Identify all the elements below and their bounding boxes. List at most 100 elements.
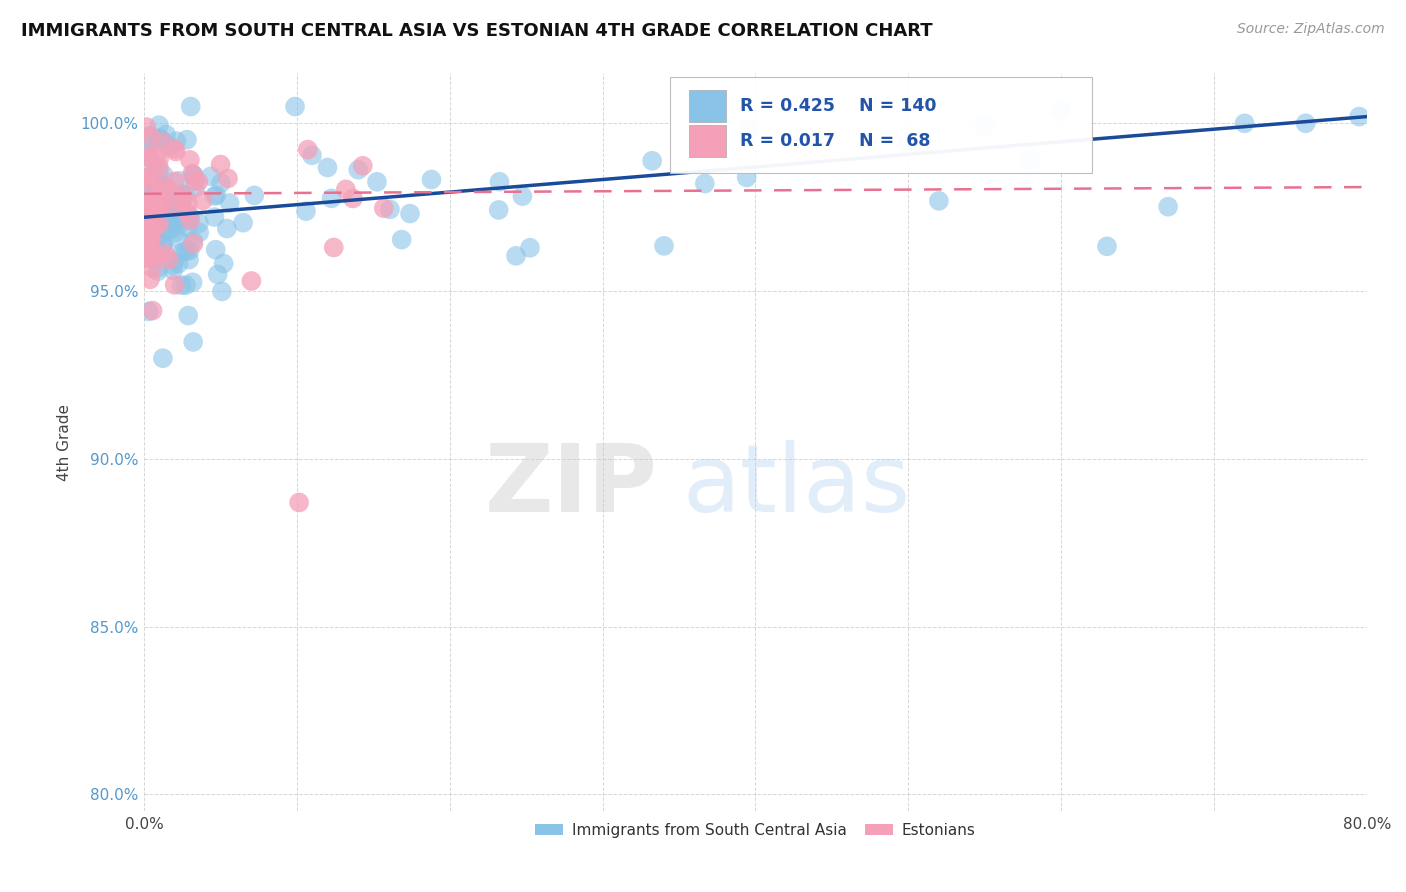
Point [157,252,180,267]
Point [141,238,163,252]
Point [217,171,239,186]
Point [148,199,170,213]
Point [152,236,174,251]
Point [141,207,163,221]
Point [159,201,181,215]
Point [420,172,443,186]
Point [1157,200,1180,214]
Point [157,139,180,153]
Point [179,153,201,167]
Point [153,204,176,219]
Point [138,150,160,164]
Point [149,209,172,223]
Point [149,226,172,240]
Point [187,175,209,189]
Point [177,196,200,211]
Point [136,241,159,255]
Point [167,257,190,271]
Point [160,207,183,221]
Text: Source: ZipAtlas.com: Source: ZipAtlas.com [1237,22,1385,37]
Point [1095,239,1118,253]
Point [153,225,176,239]
Point [163,208,186,222]
Point [135,171,157,186]
Point [181,275,204,289]
Point [204,243,226,257]
Point [139,272,162,286]
Point [152,168,174,182]
Point [169,193,191,207]
Point [179,244,201,258]
Point [172,245,194,260]
Point [284,99,307,113]
Point [162,263,184,277]
Point [181,234,204,248]
Point [240,274,263,288]
Point [155,128,177,142]
Point [139,201,162,215]
Point [297,143,319,157]
Point [170,186,193,201]
Point [143,227,166,242]
Point [153,179,176,194]
Point [139,190,162,204]
Point [139,214,162,228]
Point [211,285,233,299]
Point [209,176,232,190]
Point [321,191,343,205]
Point [142,159,165,173]
Point [180,99,202,113]
Point [152,194,174,209]
Point [145,248,167,262]
Point [184,173,207,187]
Point [149,202,172,217]
Point [149,132,172,146]
Point [150,198,173,212]
Point [165,226,187,240]
Point [176,206,198,220]
Point [335,182,357,196]
Point [169,217,191,231]
Point [163,174,186,188]
Point [148,260,170,275]
Point [184,181,207,195]
Point [135,120,157,134]
Point [218,196,240,211]
Text: ZIP: ZIP [485,441,658,533]
Point [181,334,204,349]
Point [141,252,163,266]
Point [169,174,191,188]
Text: atlas: atlas [682,441,910,533]
Point [347,162,370,177]
Point [973,119,995,133]
Point [152,351,174,366]
Point [141,232,163,246]
Point [163,198,186,212]
Point [693,177,716,191]
FancyBboxPatch shape [689,125,725,157]
Point [183,169,205,183]
Point [1050,103,1073,117]
Point [143,197,166,211]
Point [141,186,163,200]
Point [181,167,204,181]
Point [1233,116,1256,130]
Point [136,149,159,163]
Point [138,128,160,143]
Point [172,201,194,215]
Point [641,153,664,168]
Point [177,213,200,227]
Point [146,147,169,161]
Point [135,221,157,235]
Point [183,236,205,251]
Point [176,244,198,258]
Point [735,170,758,185]
Point [143,202,166,217]
Point [205,188,228,202]
Point [163,252,186,267]
Point [146,251,169,265]
Point [188,226,211,240]
Point [207,268,229,282]
Point [136,251,159,265]
Point [295,204,318,219]
